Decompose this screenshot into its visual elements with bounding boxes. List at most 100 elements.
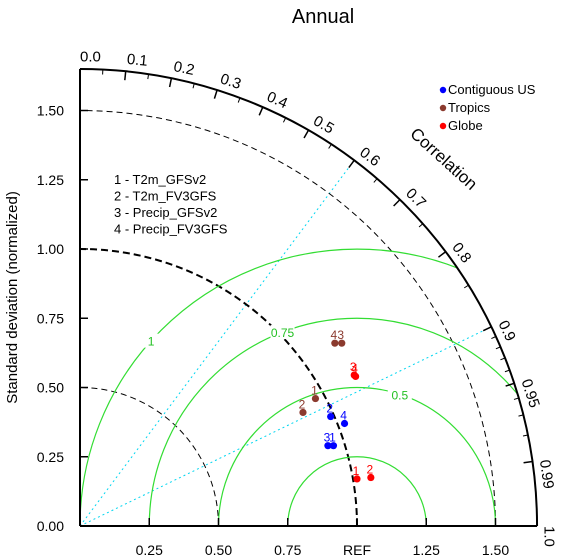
correlation-tick <box>213 89 218 99</box>
rms-contour-2 <box>148 317 538 526</box>
chart-title: Annual <box>292 6 354 28</box>
y-tick-label: 1.25 <box>37 172 64 188</box>
rms-label-bg <box>139 333 164 348</box>
data-point-label: 1 <box>329 431 336 445</box>
legend-marker <box>439 86 447 94</box>
case-key-entry: 4 - Precip_FV3GFS <box>114 222 228 237</box>
rms-contour-label: 1 <box>148 335 155 349</box>
data-point <box>338 339 346 347</box>
correlation-tick-label: 0.3 <box>218 70 243 92</box>
legend-marker <box>439 122 447 130</box>
data-point <box>299 408 307 417</box>
data-point-label: 1 <box>311 384 318 398</box>
data-point <box>327 412 335 421</box>
rms-contour-1 <box>80 248 538 526</box>
correlation-minor-tick <box>491 336 497 340</box>
data-point <box>353 475 361 483</box>
correlation-tick-label: 0.1 <box>126 51 148 70</box>
data-point <box>329 442 338 450</box>
data-point-label: 4 <box>330 328 337 342</box>
legend-label: Tropics <box>448 100 491 115</box>
data-point <box>352 372 360 381</box>
y-tick-label: 0.75 <box>37 310 64 326</box>
correlation-tick <box>523 460 533 464</box>
rms-contour-label: 0.5 <box>391 388 408 402</box>
correlation-minor-tick <box>522 434 529 437</box>
correlation-tick <box>168 78 173 88</box>
correlation-minor-tick <box>237 97 241 103</box>
correlation-tick-label: 1.0 <box>541 526 558 547</box>
data-point-label: 2 <box>367 463 374 477</box>
correlation-axis-title: Correlation <box>406 124 481 194</box>
correlation-tick <box>393 199 401 207</box>
rms-contour-4 <box>287 456 427 526</box>
correlation-minor-tick <box>513 397 519 400</box>
x-tick-label: REF <box>343 542 371 558</box>
y-tick-label: 1.50 <box>37 103 64 119</box>
y-tick-label: 0.25 <box>37 449 64 465</box>
y-tick-label: 0.00 <box>37 518 64 534</box>
data-point-label: 4 <box>340 409 347 423</box>
case-key-entry: 3 - Precip_GFSv2 <box>114 205 217 220</box>
rms-contour-label: 0.75 <box>271 326 295 340</box>
x-tick-label: 0.75 <box>274 542 301 558</box>
correlation-tick-label: 0.2 <box>172 58 196 79</box>
correlation-tick <box>437 251 447 258</box>
x-tick-label: 1.25 <box>413 542 440 558</box>
data-point-label: 1 <box>353 464 360 478</box>
legend: Contiguous US Tropics Globe <box>439 82 536 133</box>
correlation-minor-tick <box>328 144 332 149</box>
data-point-label: 2 <box>326 402 333 416</box>
correlation-tick-label: 0.4 <box>264 88 290 112</box>
grid-layer: 1 0.75 0.5 <box>79 110 538 527</box>
std-arc-0.5 <box>79 387 219 527</box>
y-tick-label: 0.50 <box>37 380 64 396</box>
correlation-tick <box>258 106 264 116</box>
correlation-tick <box>348 159 355 169</box>
correlation-minor-tick <box>504 369 510 373</box>
correlation-minor-tick <box>418 223 424 228</box>
legend-marker <box>439 104 447 112</box>
x-tick-label: 0.50 <box>205 542 232 558</box>
correlation-tick-label: 0.7 <box>402 185 429 212</box>
correlation-minor-tick <box>373 178 378 183</box>
case-key-entry: 2 - T2m_FV3GFS <box>114 189 217 204</box>
rms-contour-3 <box>217 386 497 526</box>
std-arc-1.5 <box>79 110 496 527</box>
legend-label: Contiguous US <box>448 82 536 97</box>
correlation-tick-label: 0.99 <box>536 459 557 490</box>
correlation-minor-tick <box>147 74 150 80</box>
correlation-ray-2 <box>79 326 492 527</box>
correlation-minor-tick <box>463 284 469 289</box>
data-point-label: 4 <box>351 361 358 375</box>
x-tick-label: 1.50 <box>482 542 509 558</box>
correlation-tick <box>124 71 127 81</box>
data-point <box>311 394 320 403</box>
rms-label-bg <box>387 387 412 402</box>
rms-label-bg <box>270 325 295 340</box>
data-point <box>324 442 332 450</box>
y-tick-label: 1.00 <box>37 241 64 257</box>
correlation-minor-tick <box>282 117 287 123</box>
case-key-entry: 1 - T2m_GFSv2 <box>114 172 206 187</box>
legend-label: Globe <box>448 118 483 133</box>
correlation-minor-tick <box>192 83 195 89</box>
data-point <box>340 419 349 428</box>
data-point-label: 2 <box>299 397 306 411</box>
correlation-minor-tick <box>500 357 506 361</box>
correlation-minor-tick <box>518 414 524 417</box>
x-tick-label: 0.25 <box>136 542 163 558</box>
correlation-ray-1 <box>79 160 355 527</box>
correlation-tick <box>505 382 515 387</box>
data-point-label: 3 <box>337 328 344 342</box>
data-point-label: 3 <box>324 431 331 445</box>
correlation-minor-tick <box>495 346 501 350</box>
data-point <box>367 473 375 482</box>
correlation-tick <box>482 326 492 332</box>
data-point <box>331 339 339 347</box>
correlation-tick-label: 0.0 <box>80 48 101 65</box>
data-point-label: 3 <box>350 360 357 374</box>
